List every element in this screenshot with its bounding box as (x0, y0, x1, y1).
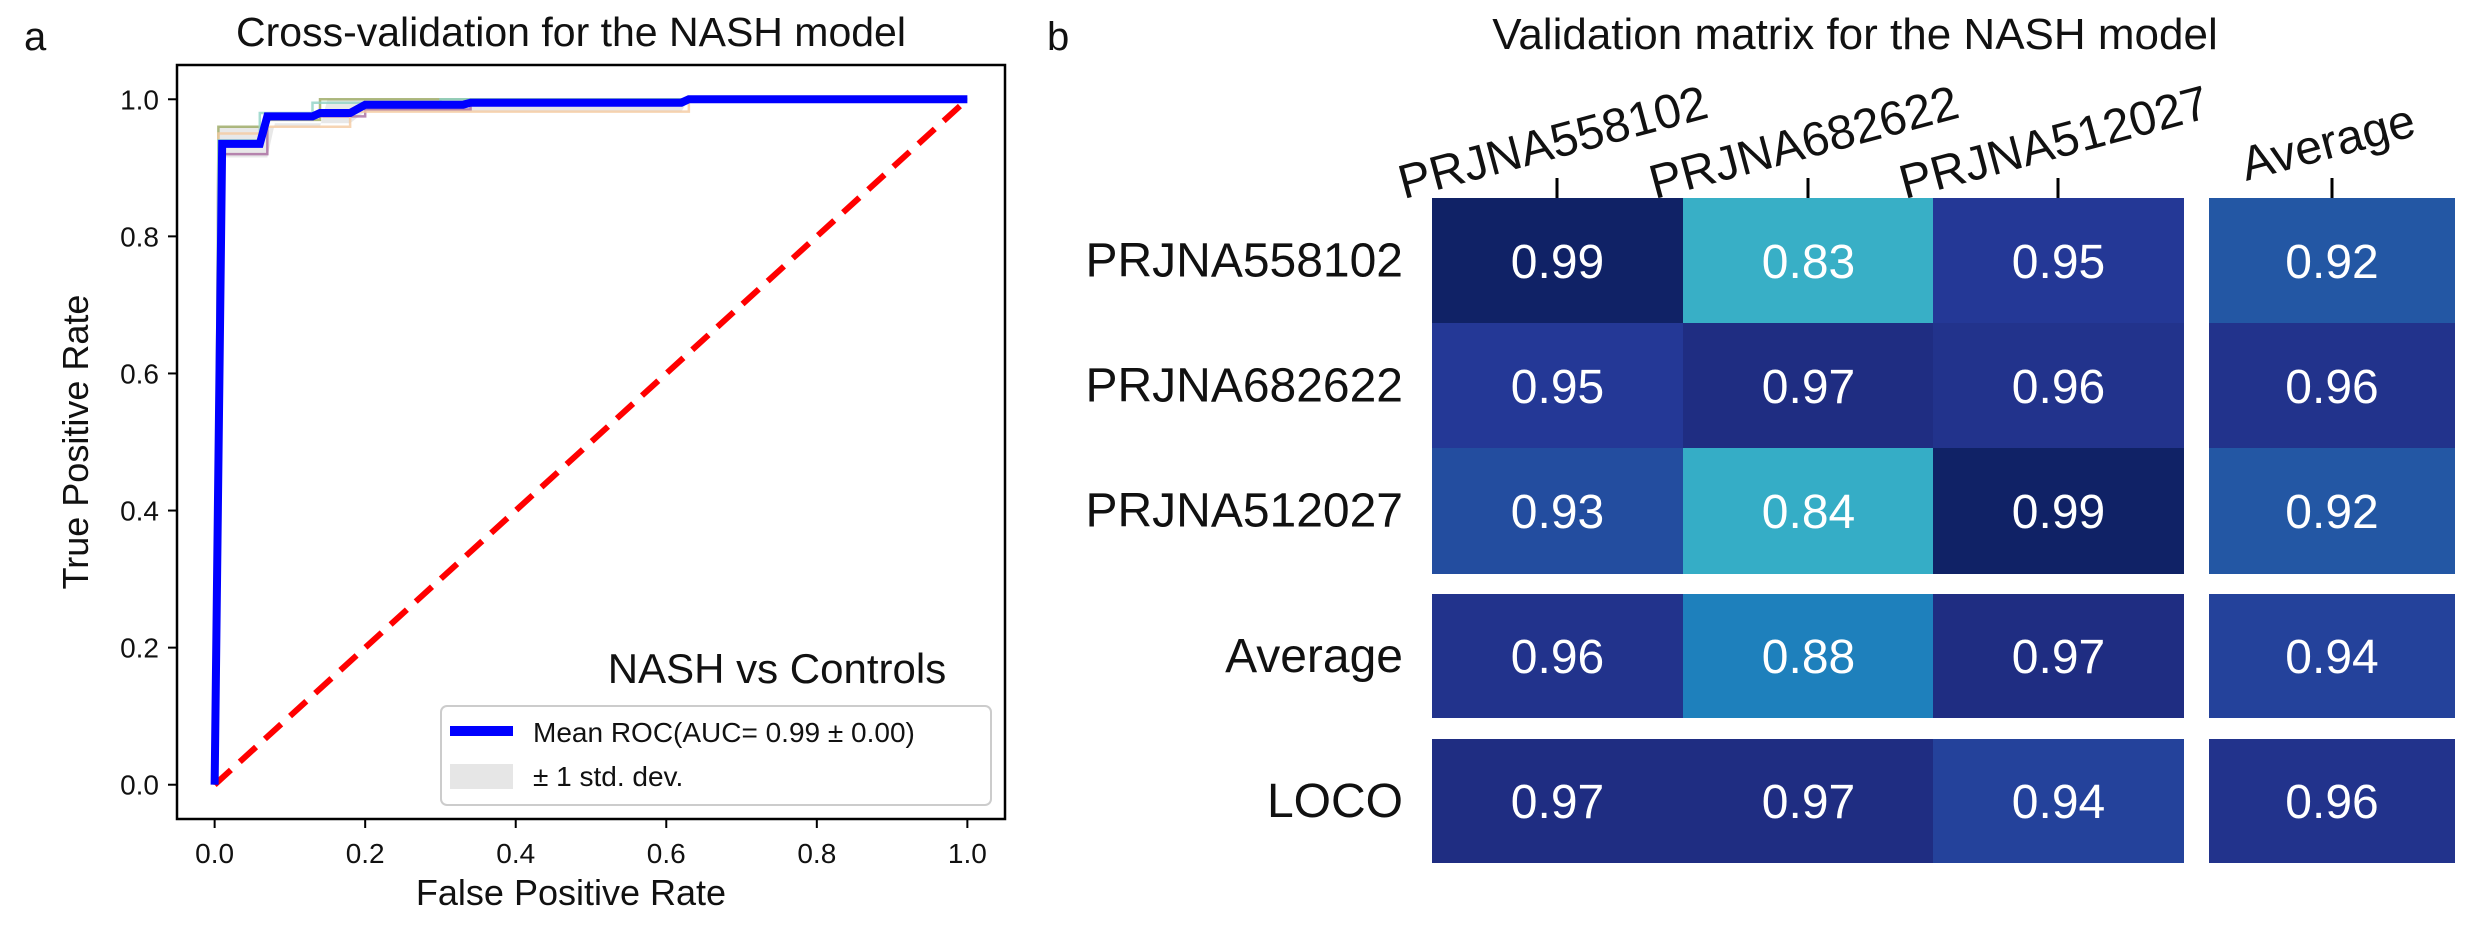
heatmap-cell (1432, 448, 1683, 574)
heatmap-cell (1432, 198, 1683, 324)
row-average-cell-value: 0.96 (2285, 361, 2378, 414)
row-average-cell (2209, 448, 2455, 574)
heatmap-cell (1683, 323, 1934, 449)
loco-row-cell (1683, 739, 1934, 863)
panel-a-letter: a (24, 15, 47, 59)
y-tick-label: 0.6 (120, 358, 159, 389)
loco-row-cell (1933, 739, 2184, 863)
average-row-cell (1683, 594, 1934, 718)
heatmap-grid: 0.99 0.83 0.95 0.92 0.95 0.97 0.96 0.96 0.93 0.84… (1085, 76, 2455, 863)
loco-row-cell (1432, 739, 1683, 863)
x-tick-label: 0.2 (346, 838, 385, 869)
overall-average-cell (2209, 594, 2455, 718)
heatmap-row-label: PRJNA558102 (1085, 235, 1403, 288)
heatmap-column-label: Average (2235, 94, 2421, 191)
x-tick-label: 0.4 (496, 838, 535, 869)
y-tick-label: 0.4 (120, 496, 159, 527)
average-row-cell-value: 0.96 (1511, 631, 1604, 684)
row-average-cell (2209, 323, 2455, 449)
roc-y-axis-label: True Positive Rate (55, 295, 96, 590)
y-tick-label: 0.2 (120, 633, 159, 664)
row-average-cell-value: 0.92 (2285, 236, 2378, 289)
heatmap-cell (1683, 448, 1934, 574)
heatmap-cell-value: 0.96 (2012, 361, 2105, 414)
heatmap-cell-value: 0.97 (1762, 361, 1855, 414)
heatmap-row-label: PRJNA512027 (1085, 485, 1403, 538)
loco-row-cell-value: 0.97 (1762, 776, 1855, 829)
heatmap-cell (1933, 198, 2184, 324)
loco-row-cell-value: 0.94 (2012, 776, 2105, 829)
heatmap-row-label: Average (1225, 630, 1403, 683)
roc-x-axis-label: False Positive Rate (416, 872, 726, 913)
legend-band-label: ± 1 std. dev. (533, 761, 683, 792)
average-row-cell (1933, 594, 2184, 718)
roc-panel: a Cross-validation for the NASH model 0.… (24, 9, 1007, 913)
x-tick-label: 0.6 (647, 838, 686, 869)
loco-overall-cell (2209, 739, 2455, 863)
loco-row-cell-value: 0.97 (1511, 776, 1604, 829)
heatmap-cell-value: 0.95 (1511, 361, 1604, 414)
y-tick-label: 0.0 (120, 770, 159, 801)
heatmap-cell-value: 0.93 (1511, 486, 1604, 539)
roc-axes-frame (175, 63, 1007, 821)
x-tick-label: 0.8 (797, 838, 836, 869)
roc-chart-title: Cross-validation for the NASH model (236, 9, 906, 55)
row-average-cell (2209, 198, 2455, 324)
legend-title: NASH vs Controls (608, 645, 946, 692)
legend-box (440, 705, 992, 806)
loco-overall-cell-value: 0.96 (2285, 776, 2378, 829)
heatmap-cell-value: 0.95 (2012, 236, 2105, 289)
heatmap-row-label: LOCO (1267, 775, 1403, 828)
average-row-cell-value: 0.88 (1762, 631, 1855, 684)
heatmap-cell (1933, 323, 2184, 449)
panel-b-letter: b (1047, 15, 1069, 59)
y-tick-label: 0.8 (120, 221, 159, 252)
heatmap-title: Validation matrix for the NASH model (1492, 10, 2217, 59)
row-average-cell-value: 0.92 (2285, 486, 2378, 539)
overall-average-cell-value: 0.94 (2285, 631, 2378, 684)
heatmap-cell-value: 0.83 (1762, 236, 1855, 289)
legend-band-swatch (450, 764, 513, 789)
roc-ticks: 0.0 0.2 0.4 0.6 0.8 1.0 0.0 0.2 0.4 0.6 0.8 1.0 (120, 84, 987, 869)
x-tick-label: 0.0 (195, 838, 234, 869)
heatmap-panel: b Validation matrix for the NASH model 0… (1047, 10, 2455, 863)
legend-mean-label: Mean ROC(AUC= 0.99 ± 0.00) (533, 717, 915, 748)
average-row-cell (1432, 594, 1683, 718)
heatmap-cell (1683, 198, 1934, 324)
y-tick-label: 1.0 (120, 84, 159, 115)
heatmap-cell (1933, 448, 2184, 574)
roc-plot-area (210, 95, 970, 787)
heatmap-cell-value: 0.99 (1511, 236, 1604, 289)
heatmap-cell (1432, 323, 1683, 449)
x-tick-label: 1.0 (948, 838, 987, 869)
heatmap-row-label: PRJNA682622 (1085, 360, 1403, 413)
heatmap-cell-value: 0.84 (1762, 486, 1855, 539)
mean-roc-line (210, 95, 968, 785)
average-row-cell-value: 0.97 (2012, 631, 2105, 684)
heatmap-cell-value: 0.99 (2012, 486, 2105, 539)
